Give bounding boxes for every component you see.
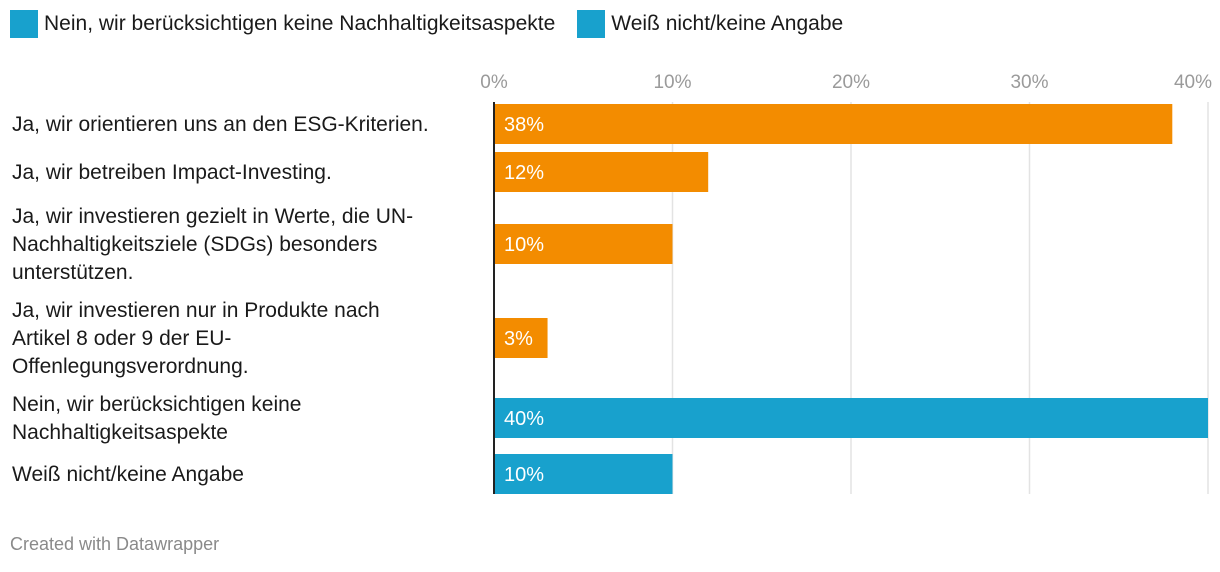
legend: Nein, wir berücksichtigen keine Nachhalt… xyxy=(10,10,843,38)
bar-value-label: 10% xyxy=(504,234,544,256)
category-label: Ja, wir investieren nur in Produkte nach xyxy=(12,299,380,322)
bar-value-label: 12% xyxy=(504,162,544,184)
bar xyxy=(494,318,548,358)
bar-value-label: 40% xyxy=(504,408,544,430)
category-label: Nachhaltigkeitsaspekte xyxy=(12,421,228,444)
x-tick-label: 10% xyxy=(653,72,691,93)
category-label: Ja, wir betreiben Impact-Investing. xyxy=(12,161,332,184)
bar-value-label: 38% xyxy=(504,114,544,136)
category-label: unterstützen. xyxy=(12,261,133,284)
legend-label-unknown: Weiß nicht/keine Angabe xyxy=(611,12,844,35)
legend-item-no: Nein, wir berücksichtigen keine Nachhalt… xyxy=(10,10,555,38)
bar xyxy=(494,104,1173,144)
legend-item-unknown: Weiß nicht/keine Angabe xyxy=(577,10,843,38)
legend-swatch-unknown xyxy=(577,10,606,38)
x-tick-label: 40% xyxy=(1174,72,1212,93)
category-label: Offenlegungsverordnung. xyxy=(12,355,249,378)
bar xyxy=(494,398,1208,438)
category-label: Ja, wir orientieren uns an den ESG-Krite… xyxy=(12,113,429,136)
bar xyxy=(494,152,709,192)
bar xyxy=(494,454,673,494)
bar xyxy=(494,224,673,264)
x-tick-label: 20% xyxy=(832,72,870,93)
category-label: Nachhaltigkeitsziele (SDGs) besonders xyxy=(12,233,377,256)
category-label: Nein, wir berücksichtigen keine xyxy=(12,393,301,416)
x-tick-label: 0% xyxy=(480,72,508,93)
legend-swatch-no xyxy=(10,10,38,38)
x-tick-label: 30% xyxy=(1010,72,1048,93)
datawrapper-credit: Created with Datawrapper xyxy=(10,534,220,554)
category-label: Ja, wir investieren gezielt in Werte, di… xyxy=(12,205,413,228)
category-label: Weiß nicht/keine Angabe xyxy=(12,463,244,486)
bar-value-label: 3% xyxy=(504,328,533,350)
category-label: Artikel 8 oder 9 der EU- xyxy=(12,327,231,350)
legend-label-no: Nein, wir berücksichtigen keine Nachhalt… xyxy=(44,12,556,35)
bar-value-label: 10% xyxy=(504,464,544,486)
